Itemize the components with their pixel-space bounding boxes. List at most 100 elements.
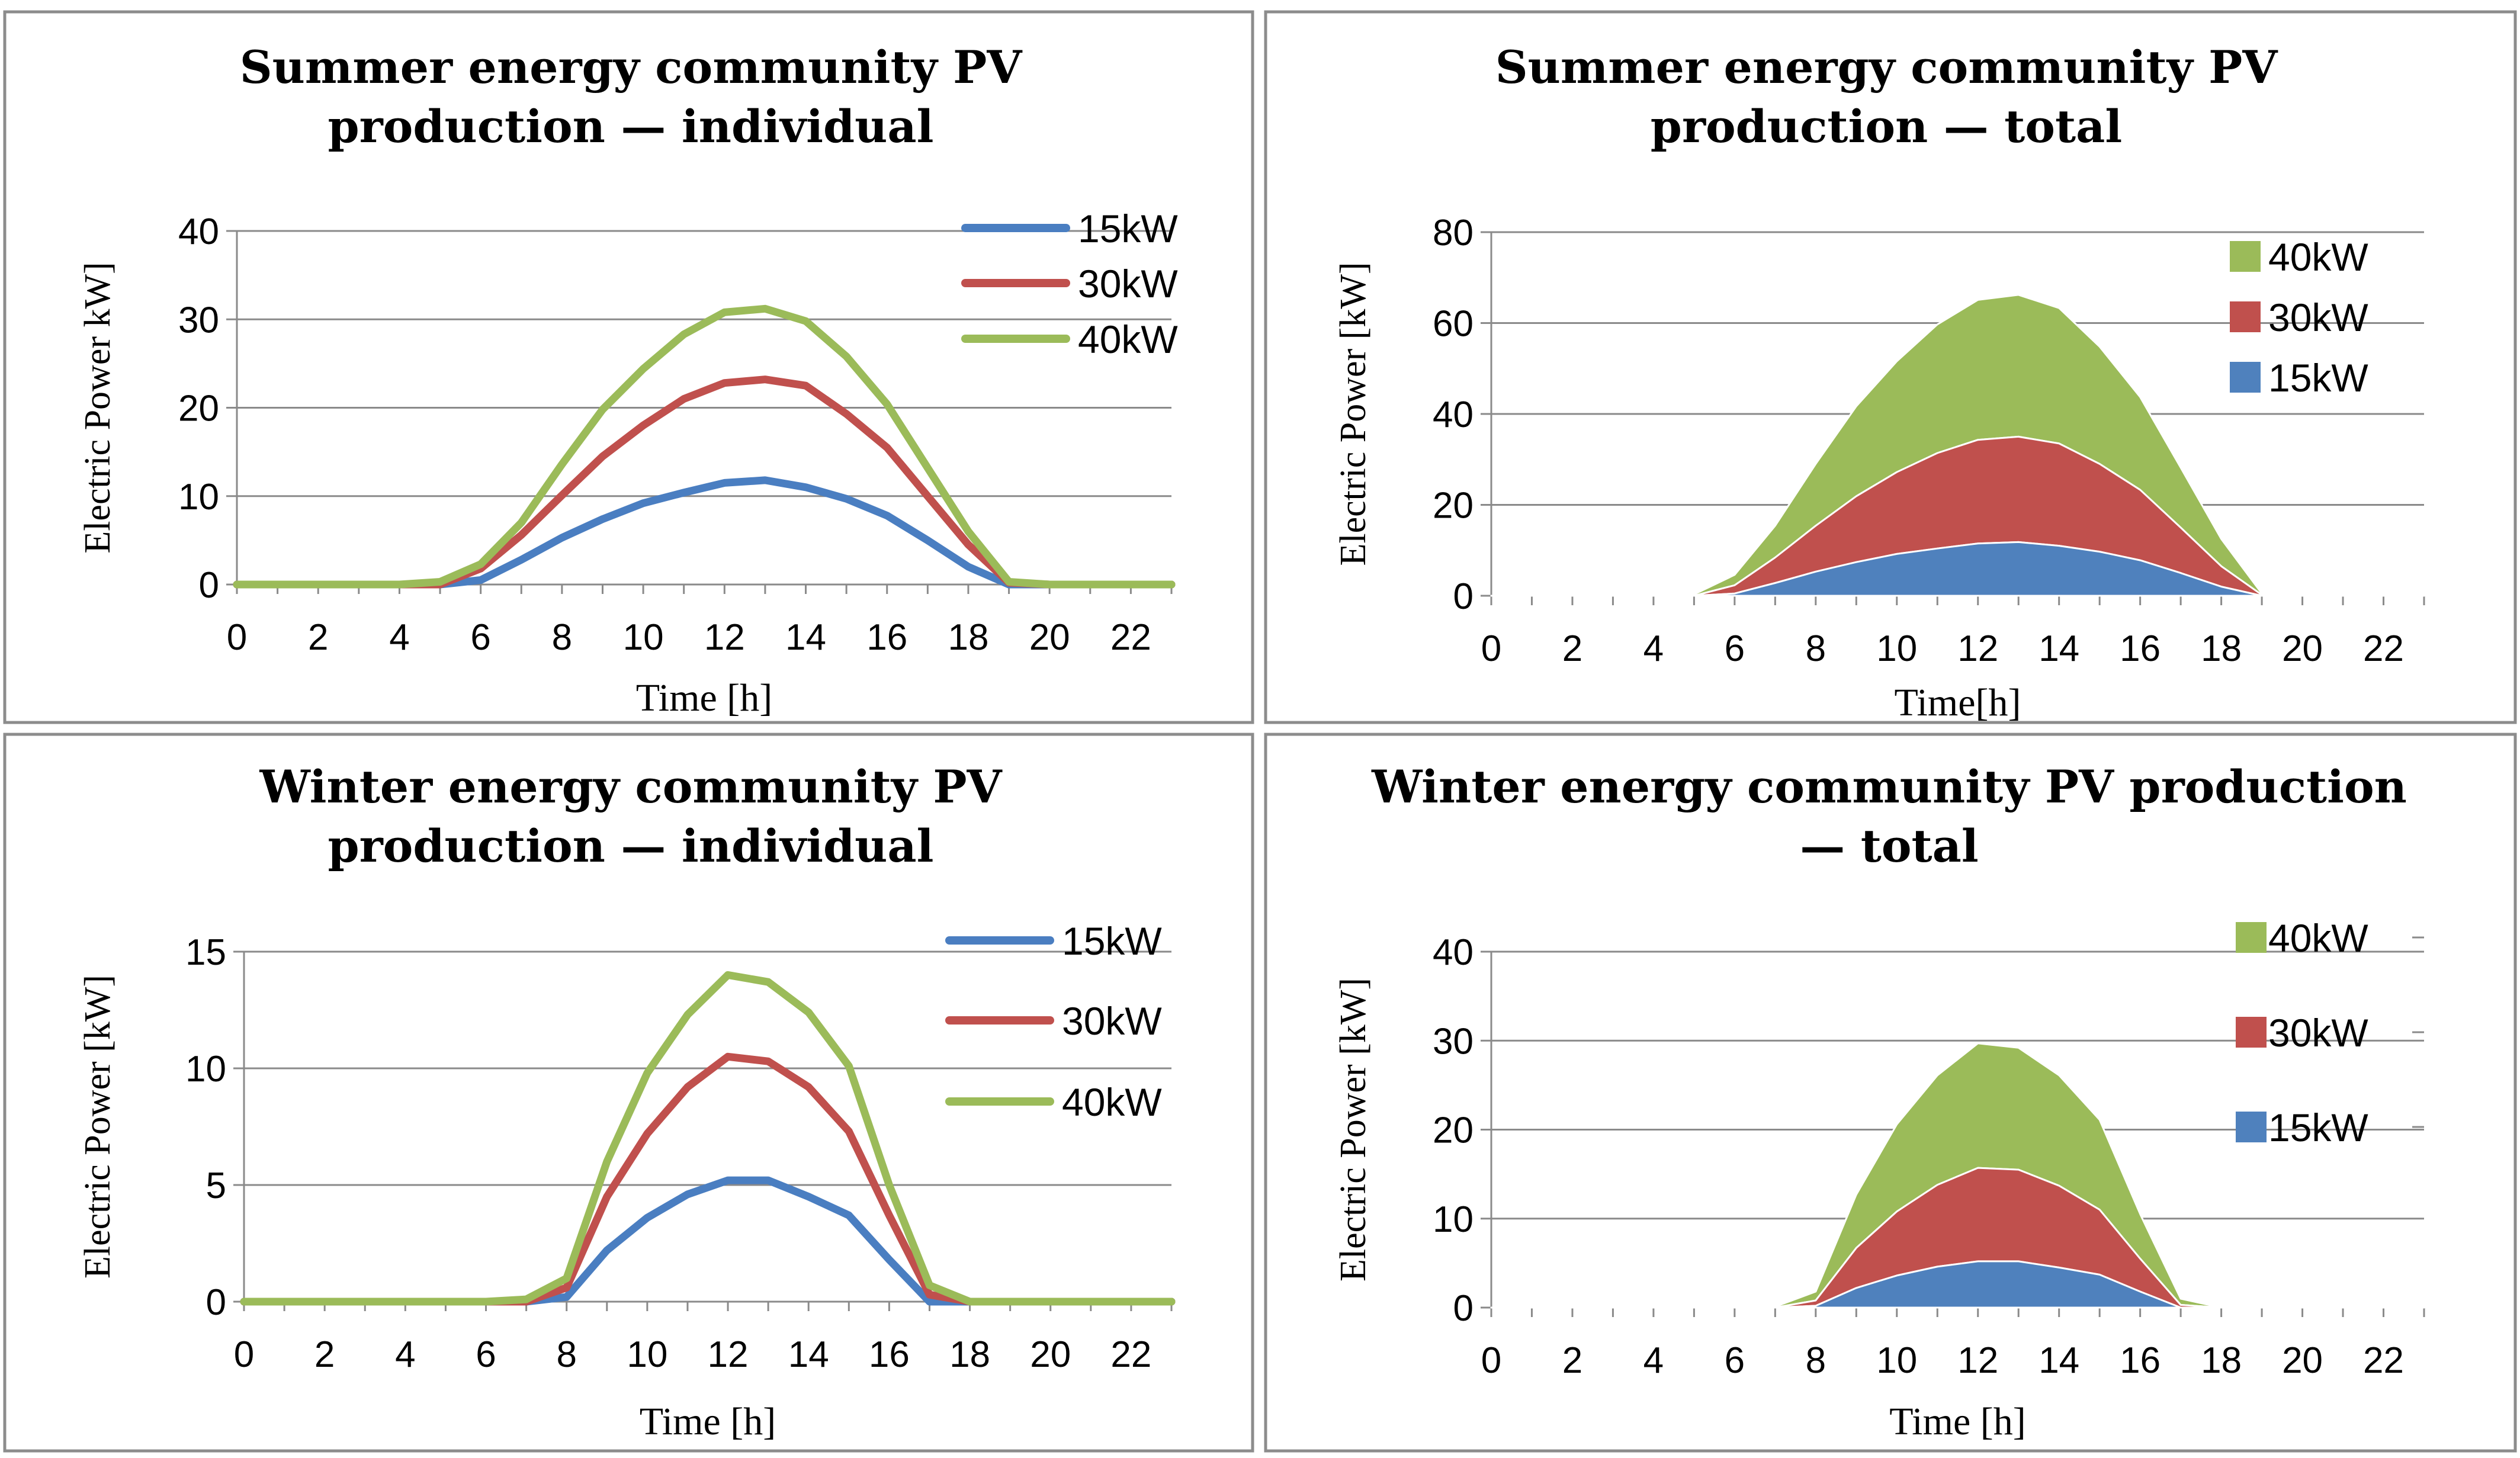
panel-border [3, 10, 1254, 724]
x-tick-label: 4 [389, 617, 409, 658]
y-tick-label: 0 [1453, 1288, 1474, 1329]
x-tick-label: 10 [1876, 1340, 1917, 1381]
y-tick-label: 30 [178, 300, 219, 341]
x-axis-label: Time[h] [1895, 681, 2021, 724]
x-tick-label: 12 [708, 1334, 749, 1375]
x-tick-label: 12 [704, 617, 745, 658]
y-tick-label: 40 [178, 211, 219, 252]
series-line-40kW [233, 304, 1176, 589]
x-tick-label: 4 [1643, 1340, 1664, 1381]
legend-label: 15kW [2268, 1106, 2368, 1149]
chart-panel-2: Summer energy community PV production — t… [1264, 10, 2517, 724]
y-tick-label: 15 [185, 932, 226, 973]
y-tick-label: 0 [1453, 576, 1474, 617]
x-tick-label: 22 [1110, 617, 1151, 658]
y-tick-label: 80 [1433, 213, 1474, 253]
x-tick-label: 10 [1876, 628, 1917, 669]
x-tick-label: 12 [1957, 628, 1998, 669]
y-tick-label: 10 [185, 1049, 226, 1090]
series-line-40kW [240, 971, 1176, 1306]
x-tick-label: 8 [1806, 628, 1826, 669]
legend-label: 40kW [2268, 235, 2368, 279]
chart-panel-3: Winter energy community PV production — i… [3, 733, 1254, 1453]
x-tick-label: 2 [1562, 1340, 1582, 1381]
x-tick-label: 22 [2363, 1340, 2404, 1381]
legend-swatch-40kW [2236, 922, 2267, 953]
legend-label: 30kW [1078, 262, 1178, 306]
legend-swatch-30kW [2236, 1017, 2267, 1048]
x-tick-label: 18 [948, 617, 988, 658]
y-axis-label: Electric Power [kW] [1333, 262, 1373, 566]
x-tick-label: 6 [470, 617, 490, 658]
legend-label: 15kW [2268, 356, 2368, 400]
series-area-15kW [1490, 1260, 2425, 1309]
y-tick-label: 10 [178, 477, 219, 518]
y-tick-label: 40 [1433, 394, 1474, 435]
x-axis-label: Time [h] [1889, 1400, 2025, 1443]
y-tick-label: 0 [199, 565, 219, 606]
y-tick-label: 20 [1433, 1110, 1474, 1151]
x-tick-label: 2 [1562, 628, 1582, 669]
x-tick-label: 6 [1725, 1340, 1745, 1381]
x-tick-label: 14 [2039, 1340, 2079, 1381]
x-tick-label: 20 [1029, 617, 1070, 658]
x-tick-label: 6 [1725, 628, 1745, 669]
series-area-15kW [1490, 541, 2425, 597]
legend: 15kW 30kW 40kW [961, 207, 1178, 361]
legend-label: 15kW [1062, 919, 1162, 963]
legend-label: 40kW [1062, 1080, 1162, 1124]
x-tick-label: 22 [2363, 628, 2404, 669]
chart-title-line: — total [1800, 820, 1978, 872]
x-tick-label: 2 [308, 617, 328, 658]
legend-label: 40kW [2268, 916, 2368, 960]
y-axis-label: Electric Power [kW] [78, 975, 118, 1279]
x-tick-label: 18 [2201, 1340, 2242, 1381]
y-tick-label: 30 [1433, 1021, 1474, 1062]
legend: 40kW 30kW 15kW [2236, 916, 2424, 1149]
x-tick-label: 8 [1806, 1340, 1826, 1381]
x-axis-label: Time [h] [640, 1400, 776, 1443]
y-tick-label: 60 [1433, 304, 1474, 345]
legend-swatch-15kW [2230, 362, 2261, 393]
chart-title-line: Summer energy community PV [240, 41, 1023, 94]
x-tick-label: 8 [556, 1334, 576, 1375]
x-tick-label: 4 [395, 1334, 415, 1375]
y-axis-label: Electric Power kW] [78, 262, 118, 553]
y-tick-label: 20 [1433, 486, 1474, 526]
x-tick-label: 0 [227, 617, 247, 658]
x-tick-label: 10 [623, 617, 664, 658]
x-tick-label: 12 [1957, 1340, 1998, 1381]
legend-label: 15kW [1078, 207, 1178, 251]
legend-label: 30kW [2268, 1011, 2368, 1055]
x-tick-label: 0 [1481, 1340, 1501, 1381]
y-tick-label: 10 [1433, 1199, 1474, 1240]
y-tick-label: 5 [206, 1165, 226, 1206]
chart-title-line: Winter energy community PV [259, 760, 1003, 813]
x-tick-label: 14 [2039, 628, 2079, 669]
x-tick-label: 10 [627, 1334, 667, 1375]
x-tick-label: 16 [2120, 1340, 2161, 1381]
x-tick-label: 16 [2120, 628, 2161, 669]
x-tick-label: 22 [1110, 1334, 1151, 1375]
x-tick-label: 4 [1643, 628, 1664, 669]
y-tick-label: 0 [206, 1282, 226, 1323]
legend-label: 30kW [2268, 296, 2368, 339]
legend-label: 30kW [1062, 999, 1162, 1043]
chart-title-line: Summer energy community PV [1495, 41, 2279, 94]
panel-border [1264, 733, 2517, 1453]
x-tick-label: 14 [788, 1334, 829, 1375]
x-tick-label: 18 [949, 1334, 990, 1375]
x-tick-label: 2 [314, 1334, 335, 1375]
panel-border [3, 733, 1254, 1453]
chart-panel-4: Winter energy community PV production — t… [1264, 733, 2517, 1453]
legend-label: 40kW [1078, 317, 1178, 361]
x-tick-label: 16 [866, 617, 907, 658]
chart-title-line: production — individual [328, 820, 933, 872]
x-tick-label: 16 [869, 1334, 910, 1375]
x-tick-label: 14 [785, 617, 826, 658]
x-axis-label: Time [h] [636, 676, 772, 720]
x-tick-label: 0 [1481, 628, 1501, 669]
y-tick-label: 20 [178, 388, 219, 429]
y-axis-label: Electric Power [kW] [1333, 978, 1373, 1282]
